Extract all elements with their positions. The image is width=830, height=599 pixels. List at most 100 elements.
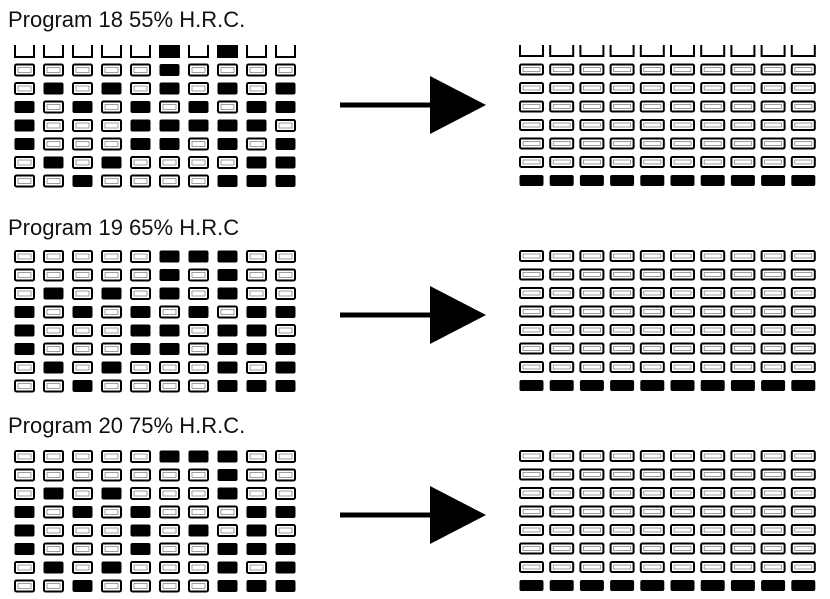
program-20-before-cell-inner-outline: [75, 453, 90, 460]
program-19-after-cell-inner-outline: [583, 364, 601, 370]
program-20-after-cell-empty: [790, 468, 816, 481]
program-20-after-cell-inner-outline: [613, 546, 631, 551]
program-20-after-cell-inner-outline: [583, 472, 601, 477]
program-19-before-cell-inner-outline: [162, 309, 177, 315]
program-19-after-cell-empty: [639, 268, 665, 281]
program-18-before-cell-inner-outline: [220, 159, 235, 166]
program-20-after-cell-filled: [549, 580, 574, 591]
program-20-after-cell-inner-outline: [643, 509, 662, 514]
program-20-before-cell-inner-outline: [75, 527, 90, 534]
program-20-before-cell-filled: [43, 561, 64, 574]
program-20-after-cell-empty: [609, 542, 635, 555]
program-20-before-cell-inner-outline: [104, 583, 119, 589]
program-18-before-cell-filled: [246, 101, 267, 113]
program-18-before-cell-inner-outline: [46, 178, 61, 184]
program-19-after-cell-inner-outline: [583, 253, 601, 259]
program-19-before-cell-inner-outline: [104, 346, 119, 352]
program-20-before-cell-inner-outline: [191, 509, 206, 515]
program-19-before-cell-inner-outline: [162, 364, 177, 371]
program-18-after-cell-inner-outline: [552, 85, 571, 91]
program-20-after-cell-empty: [670, 524, 695, 536]
program-18-after-cell-empty: [760, 156, 786, 168]
program-19-after-cell-empty: [579, 268, 605, 281]
program-20-after-cell-empty: [700, 505, 726, 518]
program-18-after-cell-inner-outline: [794, 104, 813, 109]
program-20-after-cell-empty: [519, 468, 544, 481]
program-20-after-cell-empty: [790, 542, 816, 555]
program-18-before-cell-open: [130, 45, 151, 58]
program-20-after-cell-filled: [640, 580, 665, 591]
program-19-before-cell-filled: [246, 380, 267, 392]
program-20-after-cell-inner-outline: [794, 546, 813, 551]
program-18-before-cell-inner-outline: [162, 178, 177, 184]
program-18-after-cell-open: [760, 45, 786, 57]
program-18-after-cell-inner-outline: [583, 122, 601, 128]
program-20-after-cell-inner-outline: [733, 509, 752, 514]
program-19-after-cell-inner-outline: [794, 253, 813, 259]
program-18-after-cell-empty: [670, 137, 695, 150]
program-19-before-cell-filled: [159, 324, 180, 337]
program-19-after-cell-empty: [700, 361, 726, 373]
program-20-before-cell-inner-outline: [75, 472, 90, 478]
program-18-before-cell-inner-outline: [104, 141, 119, 147]
program-20-after-cell-empty: [609, 487, 635, 499]
program-18-before-cell-filled: [217, 82, 238, 95]
program-18-after-cell-empty: [579, 137, 605, 150]
program-19-after-cell-inner-outline: [552, 272, 571, 277]
program-19-before-cell-filled: [101, 287, 122, 300]
program-19-before-cell-inner-outline: [133, 290, 148, 297]
program-20-after-cell-filled: [791, 580, 816, 591]
program-18-after-cell-open: [670, 45, 695, 57]
program-18-before-cell-filled: [130, 101, 151, 113]
program-18-after-cell-empty: [519, 119, 544, 131]
program-18-before-cell-filled: [246, 175, 267, 187]
program-20-after-cell-inner-outline: [643, 453, 662, 459]
program-19-after-cell-empty: [730, 342, 756, 355]
program-19-before-cell-inner-outline: [17, 272, 32, 278]
program-20-after-cell-empty: [670, 487, 695, 499]
program-19-before-cell-filled: [217, 380, 238, 392]
program-20-after-cell-empty: [760, 468, 786, 481]
program-18-after-cell-inner-outline: [733, 141, 752, 146]
program-20-before-cell-inner-outline: [104, 453, 119, 460]
program-20-after-cell-inner-outline: [552, 472, 571, 477]
program-20-after-cell-inner-outline: [552, 527, 571, 533]
program-20-after-cell-inner-outline: [673, 546, 692, 551]
program-18-before-cell-filled: [72, 101, 93, 113]
program-20-arrow-icon: [340, 486, 486, 544]
program-19-after-cell-empty: [579, 250, 605, 262]
program-20-after-cell-inner-outline: [703, 527, 722, 533]
program-20-before-cell-filled: [130, 524, 151, 537]
program-18-after-cell-inner-outline: [613, 85, 631, 91]
program-19-after-cell-empty: [639, 342, 665, 355]
program-20-after-cell-empty: [609, 561, 635, 573]
program-18-before-cell-inner-outline: [17, 159, 32, 166]
program-19-after-cell-empty: [760, 324, 786, 336]
program-20-after-cell-empty: [639, 524, 665, 536]
program-20-before-cell-filled: [14, 506, 35, 518]
program-19-before-cell-inner-outline: [17, 253, 32, 260]
program-18-after-cell-filled: [791, 175, 816, 186]
program-18-before-cell-filled: [159, 119, 180, 132]
program-20-after-cell-empty: [579, 542, 605, 555]
program-20-before-cell-inner-outline: [133, 453, 148, 460]
program-20-after-cell-inner-outline: [552, 453, 571, 459]
program-20-before-cell-inner-outline: [46, 527, 61, 534]
program-18-before-cell-inner-outline: [249, 85, 264, 92]
program-18-after-cell-empty: [579, 156, 605, 168]
program-19-after-cell-filled: [640, 380, 665, 391]
program-19-before-cell-inner-outline: [278, 327, 293, 334]
program-18-after-cell-filled: [670, 175, 695, 186]
program-19-after-cell-empty: [579, 361, 605, 373]
program-19-after-cell-empty: [639, 305, 665, 318]
program-20-after-cell-filled: [610, 580, 635, 591]
program-19-after-cell-inner-outline: [613, 290, 631, 296]
program-20-before-cell-inner-outline: [17, 453, 32, 460]
program-18-before-cell-filled: [246, 156, 267, 169]
program-20-before-cell-filled: [72, 580, 93, 592]
program-18-after-cell-inner-outline: [703, 159, 722, 165]
program-18-after-cell-empty: [700, 63, 726, 76]
program-19-before-cell-filled: [14, 324, 35, 337]
program-19-after-cell-empty: [760, 342, 786, 355]
program-18-after-cell-inner-outline: [673, 104, 692, 109]
